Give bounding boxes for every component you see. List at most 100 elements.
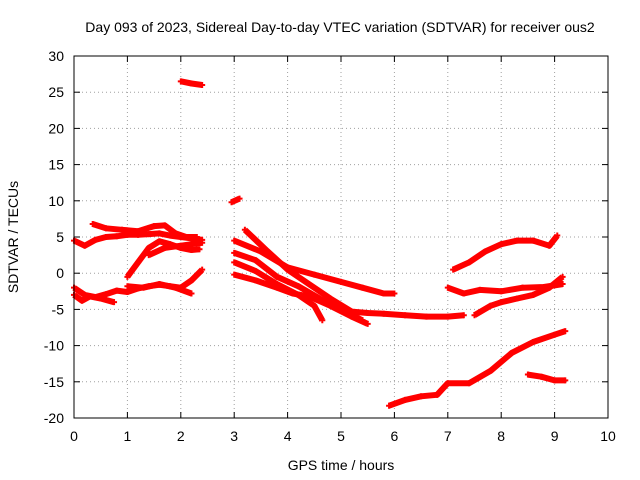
data-point bbox=[546, 242, 553, 249]
data-point bbox=[236, 195, 243, 202]
data-point bbox=[172, 284, 179, 291]
data-point bbox=[476, 286, 483, 293]
data-point bbox=[103, 291, 110, 298]
data-point bbox=[97, 295, 104, 302]
axis-ticks: 0 1 2 3 4 5 6 7 8 9 10 -20 -15 -10 -5 0 5 10 15 20 25 30 bbox=[44, 48, 616, 444]
data-point bbox=[252, 268, 259, 275]
data-point bbox=[524, 371, 531, 378]
data-point bbox=[359, 284, 366, 291]
data-point bbox=[188, 241, 195, 248]
chart-title: Day 093 of 2023, Sidereal Day-to-day VTE… bbox=[85, 19, 595, 35]
data-point bbox=[305, 281, 312, 288]
data-point bbox=[145, 231, 152, 238]
data-point bbox=[177, 78, 184, 85]
data-point bbox=[89, 220, 96, 227]
data-series bbox=[71, 78, 569, 409]
data-point bbox=[471, 312, 478, 319]
data-point bbox=[402, 312, 409, 319]
y-tick-label: 15 bbox=[48, 157, 64, 173]
data-point bbox=[156, 281, 163, 288]
data-point bbox=[228, 199, 235, 206]
y-tick-label: -15 bbox=[44, 374, 64, 390]
data-point bbox=[466, 259, 473, 266]
data-point bbox=[111, 299, 118, 306]
data-point bbox=[284, 266, 291, 273]
data-point bbox=[423, 313, 430, 320]
data-point bbox=[559, 273, 566, 280]
data-point bbox=[199, 239, 206, 246]
y-tick-label: 25 bbox=[48, 84, 64, 100]
data-point bbox=[562, 377, 569, 384]
data-point bbox=[305, 293, 312, 300]
data-point bbox=[530, 291, 537, 298]
data-point bbox=[81, 242, 88, 249]
data-point bbox=[199, 81, 206, 88]
data-point bbox=[444, 313, 451, 320]
data-point bbox=[311, 271, 318, 278]
x-axis-label: GPS time / hours bbox=[288, 457, 395, 473]
y-tick-label: -20 bbox=[44, 410, 64, 426]
data-point bbox=[140, 284, 147, 291]
data-point bbox=[530, 237, 537, 244]
data-point bbox=[231, 249, 238, 256]
data-point bbox=[188, 277, 195, 284]
x-tick-label: 6 bbox=[391, 428, 399, 444]
data-point bbox=[482, 248, 489, 255]
data-point bbox=[514, 295, 521, 302]
data-point bbox=[551, 331, 558, 338]
data-point bbox=[538, 373, 545, 380]
data-point bbox=[450, 266, 457, 273]
data-point bbox=[348, 313, 355, 320]
data-point bbox=[562, 328, 569, 335]
x-tick-label: 7 bbox=[444, 428, 452, 444]
series-track-o bbox=[388, 328, 567, 409]
data-point bbox=[551, 377, 558, 384]
data-point bbox=[380, 290, 387, 297]
x-tick-label: 8 bbox=[497, 428, 505, 444]
data-point bbox=[514, 237, 521, 244]
data-point bbox=[103, 234, 110, 240]
data-point bbox=[327, 302, 334, 309]
data-point bbox=[124, 289, 131, 296]
data-point bbox=[364, 310, 371, 317]
series-track-p bbox=[527, 371, 566, 384]
data-point bbox=[241, 226, 248, 233]
data-point bbox=[193, 234, 200, 240]
x-tick-label: 5 bbox=[337, 428, 345, 444]
data-point bbox=[92, 236, 99, 243]
data-point bbox=[257, 248, 264, 255]
data-point bbox=[161, 244, 168, 251]
data-point bbox=[311, 302, 318, 309]
data-point bbox=[151, 223, 158, 230]
x-tick-label: 9 bbox=[551, 428, 559, 444]
data-point bbox=[231, 271, 238, 278]
data-point bbox=[231, 259, 238, 266]
data-point bbox=[124, 273, 131, 280]
data-point bbox=[196, 246, 203, 253]
y-tick-label: -10 bbox=[44, 338, 64, 354]
data-point bbox=[263, 247, 270, 254]
data-point bbox=[103, 225, 110, 232]
data-point bbox=[519, 284, 526, 291]
y-tick-label: 20 bbox=[48, 120, 64, 136]
data-point bbox=[487, 367, 494, 374]
series-track-j bbox=[233, 237, 395, 297]
data-point bbox=[145, 244, 152, 251]
grid bbox=[74, 56, 608, 418]
y-tick-label: 10 bbox=[48, 193, 64, 209]
data-point bbox=[295, 283, 302, 290]
data-point bbox=[418, 393, 425, 400]
data-point bbox=[113, 287, 120, 294]
data-point bbox=[135, 259, 142, 266]
data-point bbox=[188, 247, 195, 254]
data-point bbox=[156, 238, 163, 245]
data-point bbox=[498, 241, 505, 248]
data-point bbox=[364, 320, 371, 327]
data-point bbox=[391, 290, 398, 297]
x-tick-label: 3 bbox=[230, 428, 238, 444]
data-point bbox=[135, 228, 142, 235]
data-point bbox=[498, 299, 505, 306]
data-point bbox=[444, 284, 451, 291]
y-tick-label: 0 bbox=[56, 265, 64, 281]
data-point bbox=[183, 234, 190, 240]
